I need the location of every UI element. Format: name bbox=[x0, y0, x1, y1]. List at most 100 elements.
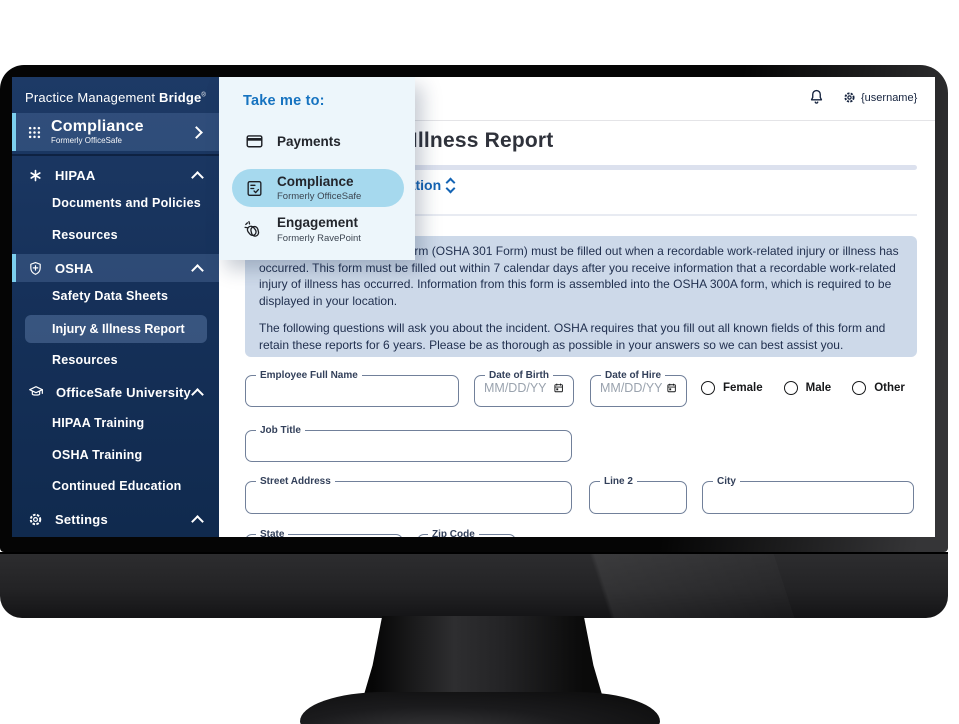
sidebar-item-hipaa-training[interactable]: HIPAA Training bbox=[52, 416, 145, 430]
quicknav-item-payments[interactable]: Payments bbox=[245, 132, 341, 151]
shield-plus-icon bbox=[30, 261, 41, 275]
gear-icon bbox=[29, 513, 42, 525]
employee-full-name-field[interactable]: Employee Full Name bbox=[245, 370, 459, 407]
chevron-up-icon bbox=[191, 514, 204, 528]
sidebar-item-label: Injury & Illness Report bbox=[52, 322, 185, 336]
chevron-up-icon bbox=[191, 170, 204, 184]
sidebar-section-label: HIPAA bbox=[55, 167, 96, 183]
brand-logo: Practice Management Bridge® bbox=[12, 90, 219, 105]
grid-dots-icon bbox=[28, 126, 41, 138]
sidebar-item-safety-data-sheets[interactable]: Safety Data Sheets bbox=[52, 289, 169, 303]
bell-icon[interactable] bbox=[808, 88, 825, 107]
graduation-cap-icon bbox=[29, 386, 43, 396]
clapping-hands-icon bbox=[244, 220, 260, 237]
chevron-up-icon bbox=[191, 263, 204, 277]
credit-card-icon bbox=[246, 135, 263, 148]
product-switcher-label: Compliance bbox=[51, 118, 144, 135]
gender-radio-group: Female Male Other bbox=[701, 381, 905, 395]
chevron-right-icon bbox=[190, 125, 203, 139]
date-of-birth-field[interactable]: Date of Birth bbox=[474, 370, 574, 407]
radio-male[interactable]: Male bbox=[783, 381, 832, 395]
quicknav-item-sublabel: Formerly OfficeSafe bbox=[277, 191, 362, 203]
state-field[interactable]: State bbox=[245, 529, 403, 537]
monitor-stand-neck bbox=[363, 616, 603, 698]
sidebar-item-osha-training[interactable]: OSHA Training bbox=[52, 448, 143, 462]
monitor-stand-base bbox=[300, 692, 660, 724]
info-paragraph-2: The following questions will ask you abo… bbox=[259, 321, 886, 352]
product-switcher-sublabel: Formerly OfficeSafe bbox=[51, 136, 122, 145]
sidebar-section-hipaa[interactable]: HIPAA bbox=[12, 161, 219, 189]
zip-code-label: Zip Code bbox=[432, 529, 475, 537]
username-label: {username} bbox=[861, 91, 918, 104]
calendar-icon[interactable] bbox=[553, 381, 564, 395]
line-2-label: Line 2 bbox=[604, 476, 633, 487]
unfold-arrows-icon bbox=[445, 177, 456, 193]
job-title-field[interactable]: Job Title bbox=[245, 425, 572, 462]
take-me-to-title: Take me to: bbox=[243, 93, 325, 109]
radio-circle-icon bbox=[783, 381, 798, 395]
radio-label: Female bbox=[723, 382, 763, 394]
state-label: State bbox=[260, 529, 285, 537]
quicknav-item-label: Payments bbox=[277, 133, 341, 149]
radio-label: Other bbox=[874, 382, 905, 394]
calendar-icon[interactable] bbox=[666, 381, 677, 395]
zip-code-field[interactable]: Zip Code bbox=[417, 529, 516, 537]
compliance-document-icon bbox=[247, 180, 262, 196]
radio-circle-icon bbox=[701, 381, 715, 395]
medical-asterisk-icon bbox=[30, 169, 41, 181]
quicknav-item-sublabel: Formerly RavePoint bbox=[277, 232, 361, 244]
sidebar-divider bbox=[12, 154, 219, 156]
employee-full-name-input[interactable] bbox=[255, 383, 449, 397]
street-address-field[interactable]: Street Address bbox=[245, 476, 572, 514]
section-divider bbox=[245, 214, 917, 216]
quicknav-item-label: Engagement bbox=[277, 215, 359, 230]
sidebar-item-hipaa-resources[interactable]: Resources bbox=[52, 228, 118, 242]
topbar-divider bbox=[219, 120, 935, 121]
sidebar-section-label: OSHA bbox=[55, 260, 94, 276]
city-field[interactable]: City bbox=[702, 476, 914, 514]
sidebar-section-label: Settings bbox=[55, 511, 108, 527]
title-divider bbox=[245, 165, 917, 170]
line-2-field[interactable]: Line 2 bbox=[589, 476, 687, 514]
info-paragraph-1: The Injury Incident Report Form (OSHA 30… bbox=[259, 244, 899, 308]
job-title-input[interactable] bbox=[255, 438, 562, 452]
product-switcher-compliance[interactable]: Compliance Formerly OfficeSafe bbox=[12, 113, 219, 151]
sidebar-item-documents-and-policies[interactable]: Documents and Policies bbox=[52, 196, 201, 210]
brand-name-bold: Bridge bbox=[159, 90, 202, 105]
quicknav-item-compliance[interactable]: Compliance Formerly OfficeSafe bbox=[232, 169, 404, 207]
date-of-hire-field[interactable]: Date of Hire bbox=[590, 370, 687, 407]
street-address-input[interactable] bbox=[255, 489, 562, 503]
city-label: City bbox=[717, 476, 736, 487]
app-screen: Practice Management Bridge® Compliance F… bbox=[12, 77, 935, 537]
take-me-to-panel: Take me to: Payments Compliance Formerly… bbox=[219, 77, 415, 260]
brand-name: Practice Management bbox=[24, 90, 156, 105]
sidebar-item-osha-resources[interactable]: Resources bbox=[52, 353, 118, 367]
radio-label: Male bbox=[805, 382, 832, 394]
sidebar-section-osha[interactable]: OSHA bbox=[12, 254, 219, 282]
date-of-hire-input[interactable] bbox=[600, 381, 662, 395]
street-address-label: Street Address bbox=[260, 476, 331, 487]
radio-female[interactable]: Female bbox=[701, 381, 763, 395]
employee-full-name-label: Employee Full Name bbox=[260, 370, 358, 381]
date-of-birth-label: Date of Birth bbox=[489, 370, 549, 381]
monitor-chin bbox=[0, 552, 948, 618]
registered-mark: ® bbox=[201, 92, 207, 99]
sidebar-section-officesafe-university[interactable]: OfficeSafe University bbox=[12, 378, 219, 406]
sidebar-section-settings[interactable]: Settings bbox=[12, 505, 219, 533]
job-title-label: Job Title bbox=[260, 425, 301, 436]
sidebar-item-injury-illness-report[interactable]: Injury & Illness Report bbox=[25, 315, 207, 343]
line-2-input[interactable] bbox=[599, 489, 677, 503]
sidebar: Practice Management Bridge® Compliance F… bbox=[12, 77, 219, 537]
radio-other[interactable]: Other bbox=[852, 381, 905, 395]
gear-icon bbox=[844, 92, 855, 103]
sidebar-item-continued-education[interactable]: Continued Education bbox=[52, 479, 182, 493]
quicknav-item-engagement[interactable]: Engagement Formerly RavePoint bbox=[243, 215, 361, 244]
city-input[interactable] bbox=[712, 489, 904, 503]
date-of-birth-input[interactable] bbox=[484, 381, 549, 395]
radio-circle-icon bbox=[852, 381, 867, 395]
quicknav-item-label: Compliance bbox=[277, 173, 354, 189]
chevron-up-icon bbox=[191, 387, 204, 401]
user-menu[interactable]: {username} bbox=[843, 91, 917, 104]
date-of-hire-label: Date of Hire bbox=[605, 370, 662, 381]
